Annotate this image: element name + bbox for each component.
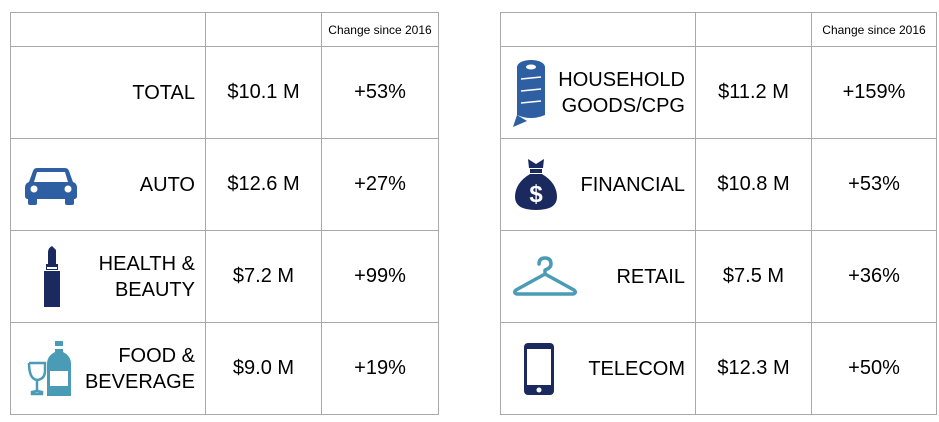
category-label: RETAIL bbox=[616, 265, 685, 288]
wine-bottle-glass-icon bbox=[27, 340, 71, 396]
category-label: AUTO bbox=[139, 173, 195, 196]
right-spend-table: Change since 2016 HOUSEHOLD GOODS/CPG $1… bbox=[500, 12, 937, 415]
category-cell: AUTO bbox=[10, 138, 206, 231]
money-bag-icon: $ bbox=[515, 158, 557, 210]
car-icon bbox=[25, 167, 77, 205]
header-category-cell bbox=[500, 12, 696, 47]
lipstick-icon bbox=[44, 245, 60, 307]
category-cell: TOTAL bbox=[10, 46, 206, 139]
header-value-cell bbox=[695, 12, 812, 47]
table-row: HOUSEHOLD GOODS/CPG $11.2 M +159% bbox=[500, 46, 937, 139]
category-cell: HEALTH & BEAUTY bbox=[10, 230, 206, 323]
spend-value: $7.5 M bbox=[695, 230, 812, 323]
category-cell: TELECOM bbox=[500, 322, 696, 415]
spend-value: $10.1 M bbox=[205, 46, 322, 139]
change-value: +53% bbox=[321, 46, 439, 139]
category-cell: HOUSEHOLD GOODS/CPG bbox=[500, 46, 696, 139]
change-value: +159% bbox=[811, 46, 937, 139]
spend-value: $9.0 M bbox=[205, 322, 322, 415]
table-row: AUTO $12.6 M +27% bbox=[10, 138, 439, 231]
category-cell: RETAIL bbox=[500, 230, 696, 323]
table-row: HEALTH & BEAUTY $7.2 M +99% bbox=[10, 230, 439, 323]
table-header-row: Change since 2016 bbox=[10, 12, 439, 47]
table-row: TELECOM $12.3 M +50% bbox=[500, 322, 937, 415]
change-value: +53% bbox=[811, 138, 937, 231]
category-cell: $ FINANCIAL bbox=[500, 138, 696, 231]
change-value: +99% bbox=[321, 230, 439, 323]
smartphone-icon bbox=[524, 342, 554, 395]
change-value: +50% bbox=[811, 322, 937, 415]
header-value-cell bbox=[205, 12, 322, 47]
table-header-row: Change since 2016 bbox=[500, 12, 937, 47]
header-change-label: Change since 2016 bbox=[811, 12, 937, 47]
table-row: FOOD & BEVERAGE $9.0 M +19% bbox=[10, 322, 439, 415]
clothes-hanger-icon bbox=[513, 255, 577, 296]
category-label: FOOD & BEVERAGE bbox=[84, 344, 195, 393]
category-label: HEALTH & BEAUTY bbox=[98, 252, 195, 301]
left-spend-table: Change since 2016 TOTAL $10.1 M +53% AUT… bbox=[10, 12, 439, 415]
header-change-label: Change since 2016 bbox=[321, 12, 439, 47]
category-label: TELECOM bbox=[588, 357, 685, 380]
spend-value: $10.8 M bbox=[695, 138, 812, 231]
table-row: TOTAL $10.1 M +53% bbox=[10, 46, 439, 139]
spend-value: $12.3 M bbox=[695, 322, 812, 415]
category-label: FINANCIAL bbox=[580, 173, 685, 196]
category-cell: FOOD & BEVERAGE bbox=[10, 322, 206, 415]
spend-value: $11.2 M bbox=[695, 46, 812, 139]
category-label: TOTAL bbox=[132, 81, 195, 104]
svg-text:$: $ bbox=[529, 181, 543, 208]
table-row: $ FINANCIAL $10.8 M +53% bbox=[500, 138, 937, 231]
paper-towel-roll-icon bbox=[513, 59, 545, 127]
category-label: HOUSEHOLD GOODS/CPG bbox=[558, 68, 685, 117]
spend-value: $12.6 M bbox=[205, 138, 322, 231]
change-value: +27% bbox=[321, 138, 439, 231]
header-category-cell bbox=[10, 12, 206, 47]
spend-value: $7.2 M bbox=[205, 230, 322, 323]
change-value: +36% bbox=[811, 230, 937, 323]
change-value: +19% bbox=[321, 322, 439, 415]
table-row: RETAIL $7.5 M +36% bbox=[500, 230, 937, 323]
